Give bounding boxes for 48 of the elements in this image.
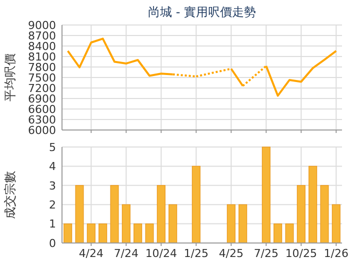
y-tick-label: 9000: [28, 18, 56, 32]
bar: [296, 185, 306, 244]
y-tick-label: 6000: [28, 124, 56, 137]
y-tick-label: 7800: [28, 60, 56, 74]
y-tick-label: 8400: [28, 40, 56, 53]
y-tick-label: 8100: [28, 50, 56, 64]
bar: [262, 146, 270, 244]
chart-title: 尚城 - 實用呎價走勢: [148, 5, 256, 19]
y-tick-label: 0: [49, 236, 56, 250]
bar: [332, 204, 340, 244]
y-tick-label: 7500: [28, 71, 56, 84]
bar: [308, 166, 318, 244]
bar: [238, 204, 248, 244]
y-tick-label: 8700: [28, 29, 56, 42]
y-tick-label: 1: [49, 218, 56, 231]
y-axis-title: 成交宗數: [3, 171, 17, 219]
x-tick-label: 1/26: [324, 247, 349, 260]
y-tick-label: 4: [49, 160, 56, 174]
bar: [226, 204, 236, 244]
bar: [98, 224, 108, 244]
y-tick-label: 6300: [28, 113, 56, 126]
bar: [192, 166, 200, 244]
y-tick-label: 5: [49, 140, 56, 154]
bar: [86, 224, 96, 244]
y-tick-label: 7200: [28, 82, 56, 95]
x-tick-label: 4/25: [218, 247, 244, 260]
bar: [122, 204, 130, 244]
x-tick-label: 10/25: [285, 247, 318, 260]
x-tick-label: 7/25: [254, 247, 279, 260]
bar: [156, 185, 166, 244]
bar: [110, 185, 119, 244]
bar: [145, 224, 154, 244]
bar: [75, 185, 84, 244]
bar: [64, 224, 72, 244]
bar: [285, 224, 294, 244]
bar: [320, 185, 329, 244]
x-tick-label: 10/24: [145, 247, 178, 260]
y-tick-label: 3: [49, 179, 56, 192]
y-axis-title: 平均呎價: [3, 54, 17, 102]
y-tick-label: 6900: [28, 92, 56, 106]
bar: [274, 224, 282, 244]
bar: [168, 204, 178, 244]
y-tick-label: 2: [49, 198, 56, 212]
x-tick-label: 7/24: [114, 247, 139, 260]
x-tick-label: 4/24: [78, 247, 104, 260]
y-tick-label: 6600: [28, 102, 56, 116]
bar: [134, 224, 142, 244]
x-tick-label: 1/25: [184, 247, 209, 260]
